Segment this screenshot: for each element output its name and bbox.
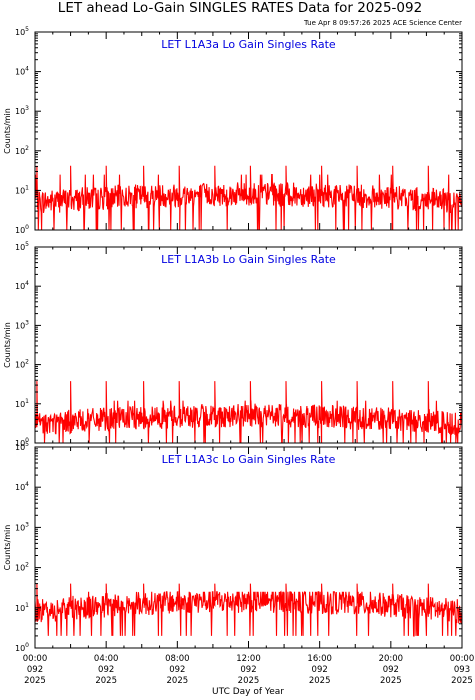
x-tick-day: 092 [169,665,185,675]
y-tick-label: 101 [15,398,29,409]
y-tick-exponent: 2 [25,145,29,152]
y-axis-label: Counts/min [3,322,12,368]
y-tick-label: 104 [15,66,29,77]
y-tick-label: 104 [15,481,29,492]
panel-title: LET L1A3a Lo Gain Singles Rate [161,38,336,51]
y-tick-label: 103 [15,105,29,116]
y-axis-label: Counts/min [3,525,12,571]
y-tick-label: 105 [15,441,29,452]
y-tick-label: 103 [15,521,29,532]
data-series-2 [34,381,463,444]
x-tick-day: 092 [240,665,256,675]
y-tick-exponent: 4 [25,66,29,73]
y-tick-exponent: 1 [25,184,29,191]
x-tick-year: 2025 [238,676,260,686]
y-tick-exponent: 0 [25,224,29,231]
y-tick-label: 101 [15,602,29,613]
y-tick-label: 102 [15,562,29,573]
data-series-1 [34,165,463,231]
panel-title: LET L1A3c Lo Gain Singles Rate [162,453,336,466]
x-tick-year: 2025 [167,676,189,686]
x-tick-day: 093 [454,665,470,675]
y-tick-label: 102 [15,359,29,370]
x-tick-time: 00:00 [23,654,48,664]
y-tick-exponent: 3 [25,521,29,528]
x-tick-labels: 00:00092202504:00092202508:00092202512:0… [23,654,475,686]
y-tick-label: 102 [15,145,29,156]
panel-title: LET L1A3b Lo Gain Singles Rate [161,253,336,266]
x-tick-time: 08:00 [165,654,190,664]
y-axis-label: Counts/min [3,108,12,154]
y-tick-exponent: 0 [25,437,29,444]
y-tick-exponent: 5 [25,26,29,33]
y-tick-exponent: 3 [25,105,29,112]
x-tick-time: 04:00 [94,654,119,664]
x-tick-day: 092 [27,665,43,675]
y-tick-label: 101 [15,184,29,195]
y-tick-exponent: 0 [25,642,29,649]
y-tick-exponent: 2 [25,359,29,366]
timestamp: Tue Apr 8 09:57:26 2025 ACE Science Cent… [303,19,462,27]
x-tick-time: 20:00 [379,654,404,664]
x-axis-label: UTC Day of Year [212,687,284,697]
plot-frame [34,446,463,649]
y-tick-label: 100 [15,224,29,235]
y-tick-exponent: 3 [25,319,29,326]
x-tick-year: 2025 [380,676,402,686]
y-tick-exponent: 5 [25,441,29,448]
y-tick-label: 105 [15,241,29,252]
y-tick-label: 100 [15,642,29,653]
x-tick-day: 092 [98,665,114,675]
y-tick-exponent: 4 [25,481,29,488]
y-tick-exponent: 2 [25,562,29,569]
x-tick-year: 2025 [451,676,473,686]
x-tick-time: 12:00 [236,654,261,664]
figure-title: LET ahead Lo-Gain SINGLES RATES Data for… [58,0,422,16]
x-tick-day: 092 [312,665,328,675]
y-tick-label: 100 [15,437,29,448]
x-tick-year: 2025 [309,676,331,686]
y-tick-exponent: 1 [25,602,29,609]
data-series-3 [34,583,463,637]
y-tick-exponent: 5 [25,241,29,248]
y-tick-label: 105 [15,26,29,37]
y-tick-exponent: 1 [25,398,29,405]
x-tick-time: 00:00 [450,654,475,664]
y-tick-exponent: 4 [25,280,29,287]
y-tick-label: 103 [15,319,29,330]
x-tick-day: 092 [383,665,399,675]
x-tick-time: 16:00 [307,654,332,664]
x-tick-year: 2025 [95,676,117,686]
y-tick-label: 104 [15,280,29,291]
x-tick-year: 2025 [24,676,46,686]
